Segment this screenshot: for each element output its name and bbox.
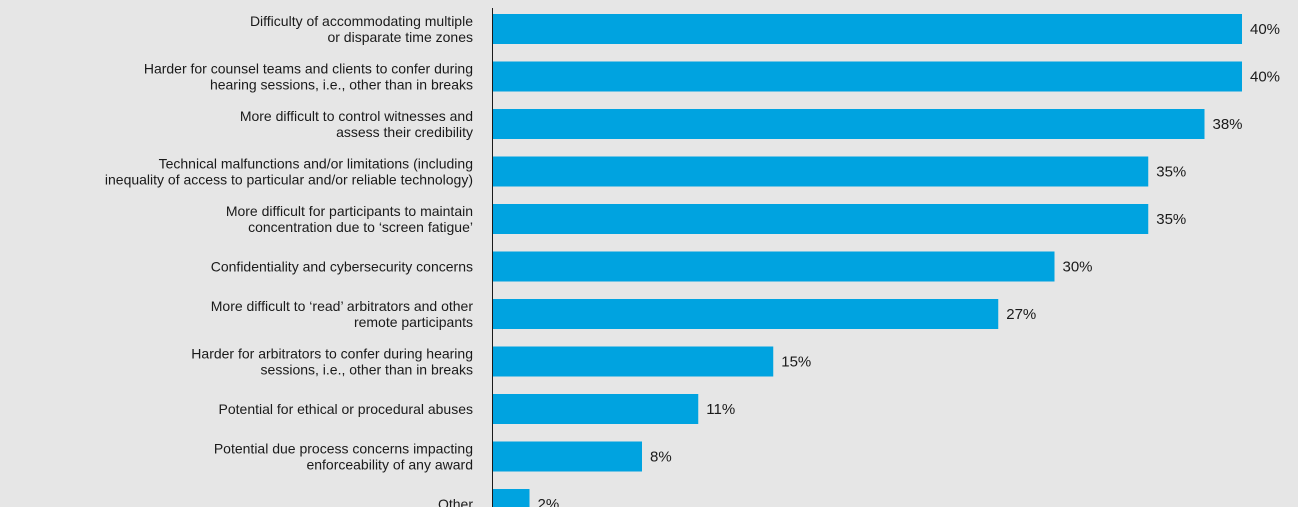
category-label-line: or disparate time zones xyxy=(327,29,473,45)
category-label-4: More difficult for participants to maint… xyxy=(226,203,473,235)
value-label-5: 30% xyxy=(1063,259,1093,276)
category-label-9: Potential due process concerns impacting… xyxy=(214,441,473,473)
category-label-line: hearing sessions, i.e., other than in br… xyxy=(210,77,473,93)
category-labels-group: Difficulty of accommodating multiple or d… xyxy=(105,13,473,507)
category-label-10: Other xyxy=(438,496,473,507)
category-label-line: enforceability of any award xyxy=(306,457,473,473)
value-label-4: 35% xyxy=(1156,211,1186,228)
bar-8 xyxy=(492,394,699,424)
value-label-1: 40% xyxy=(1250,69,1280,86)
category-label-2: More difficult to control witnesses and a… xyxy=(240,108,473,140)
category-label-line: Confidentiality and cybersecurity concer… xyxy=(211,259,473,275)
category-label-line: remote participants xyxy=(354,314,473,330)
category-label-1: Harder for counsel teams and clients to … xyxy=(144,61,473,93)
category-label-line: More difficult for participants to maint… xyxy=(226,203,473,219)
bars-group xyxy=(492,14,1242,507)
value-label-3: 35% xyxy=(1156,164,1186,181)
category-label-line: Harder for counsel teams and clients to … xyxy=(144,61,473,77)
category-label-5: Confidentiality and cybersecurity concer… xyxy=(211,259,473,275)
category-label-line: Potential due process concerns impacting xyxy=(214,441,473,457)
category-label-line: concentration due to ‘screen fatigue’ xyxy=(248,219,473,235)
bar-10 xyxy=(492,489,530,507)
category-label-8: Potential for ethical or procedural abus… xyxy=(219,401,473,417)
bar-1 xyxy=(492,61,1242,92)
category-label-line: More difficult to control witnesses and xyxy=(240,108,473,124)
value-label-2: 38% xyxy=(1213,116,1243,133)
value-label-10: 2% xyxy=(538,496,560,507)
category-label-line: Other xyxy=(438,496,473,507)
category-label-3: Technical malfunctions and/or limitation… xyxy=(105,156,473,188)
category-label-line: Harder for arbitrators to confer during … xyxy=(191,346,473,362)
category-label-line: Technical malfunctions and/or limitation… xyxy=(159,156,473,172)
value-labels-group: 40% 40% 38% 35% 35% 30% 27% 15% 11% 8% 2% xyxy=(538,21,1281,507)
category-label-7: Harder for arbitrators to confer during … xyxy=(191,346,473,378)
bar-7 xyxy=(492,346,774,377)
category-label-line: assess their credibility xyxy=(336,124,473,140)
category-label-line: Difficulty of accommodating multiple xyxy=(250,13,473,29)
category-label-line: sessions, i.e., other than in breaks xyxy=(261,362,473,378)
bar-3 xyxy=(492,156,1149,187)
bar-5 xyxy=(492,251,1055,282)
bar-0 xyxy=(492,14,1242,44)
category-label-line: More difficult to ‘read’ arbitrators and… xyxy=(211,298,474,314)
value-label-9: 8% xyxy=(650,449,672,466)
category-label-line: Potential for ethical or procedural abus… xyxy=(219,401,473,417)
value-label-7: 15% xyxy=(781,354,811,371)
bar-9 xyxy=(492,441,642,472)
bar-6 xyxy=(492,299,999,329)
value-label-8: 11% xyxy=(706,401,735,418)
category-label-line: inequality of access to particular and/o… xyxy=(105,172,473,188)
category-label-6: More difficult to ‘read’ arbitrators and… xyxy=(211,298,474,330)
bar-2 xyxy=(492,109,1205,139)
category-label-0: Difficulty of accommodating multiple or d… xyxy=(250,13,473,45)
bar-4 xyxy=(492,204,1149,234)
value-label-0: 40% xyxy=(1250,21,1280,38)
value-label-6: 27% xyxy=(1006,306,1036,323)
